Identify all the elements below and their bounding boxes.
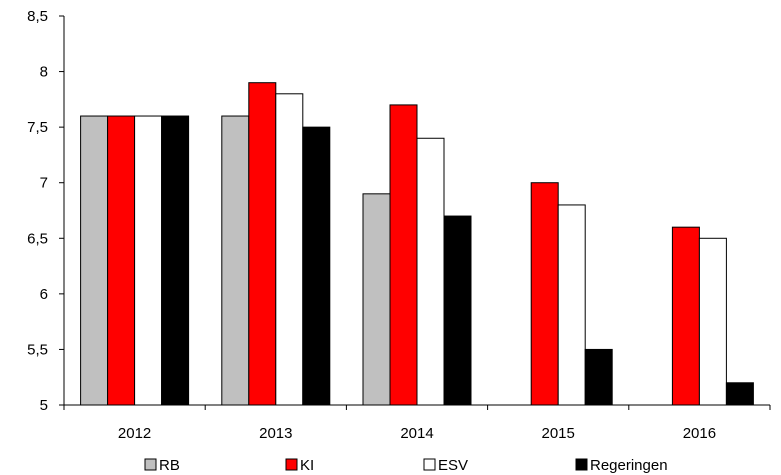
- legend-label-regeringen: Regeringen: [590, 457, 668, 474]
- bar-rb-2012: [80, 115, 109, 406]
- bar-ki-2016: [671, 226, 700, 406]
- bar-regeringen-2014: [443, 215, 472, 406]
- legend-swatch-esv: [423, 458, 436, 471]
- bar-esv-2014: [416, 137, 445, 406]
- bar-esv-2015: [557, 204, 586, 406]
- bar-regeringen-2015: [584, 348, 613, 406]
- bar-rb-2014: [362, 193, 391, 406]
- legend-label-ki: KI: [300, 457, 314, 474]
- x-tick-label-2015: 2015: [542, 425, 575, 442]
- legend: RB KI ESV Regeringen: [144, 457, 668, 474]
- bar-esv-2016: [698, 237, 727, 406]
- bar-rb-2013: [221, 115, 250, 406]
- bar-ki-2013: [248, 82, 277, 406]
- bars: [80, 82, 754, 406]
- bar-regeringen-2013: [302, 126, 331, 406]
- legend-label-rb: RB: [159, 457, 180, 474]
- bar-regeringen-2012: [161, 115, 190, 406]
- y-tick-label: 5: [40, 397, 48, 414]
- bar-regeringen-2016: [725, 382, 754, 406]
- tick-labels: 5 5,5 6 6,5 7 7,5 8 8,5 2012 2013 2014 2015 2016: [27, 8, 716, 442]
- bar-ki-2012: [107, 115, 136, 406]
- x-tick-label-2014: 2014: [400, 425, 433, 442]
- y-tick-label: 7,5: [27, 119, 48, 136]
- y-tick-label: 6,5: [27, 230, 48, 247]
- x-tick-label-2013: 2013: [259, 425, 292, 442]
- y-tick-label: 8: [40, 64, 48, 81]
- bar-ki-2014: [389, 104, 418, 406]
- legend-swatch-rb: [144, 458, 157, 471]
- y-tick-label: 8,5: [27, 8, 48, 25]
- bar-esv-2013: [275, 93, 304, 406]
- y-tick-label: 6: [40, 286, 48, 303]
- legend-swatch-regeringen: [575, 458, 588, 471]
- bar-ki-2015: [530, 182, 559, 406]
- y-tick-label: 5,5: [27, 341, 48, 358]
- axes: [59, 15, 771, 410]
- bar-esv-2012: [134, 115, 163, 406]
- y-tick-label: 7: [40, 175, 48, 192]
- x-tick-label-2016: 2016: [683, 425, 716, 442]
- x-tick-label-2012: 2012: [118, 425, 151, 442]
- legend-swatch-ki: [285, 458, 298, 471]
- legend-label-esv: ESV: [438, 457, 468, 474]
